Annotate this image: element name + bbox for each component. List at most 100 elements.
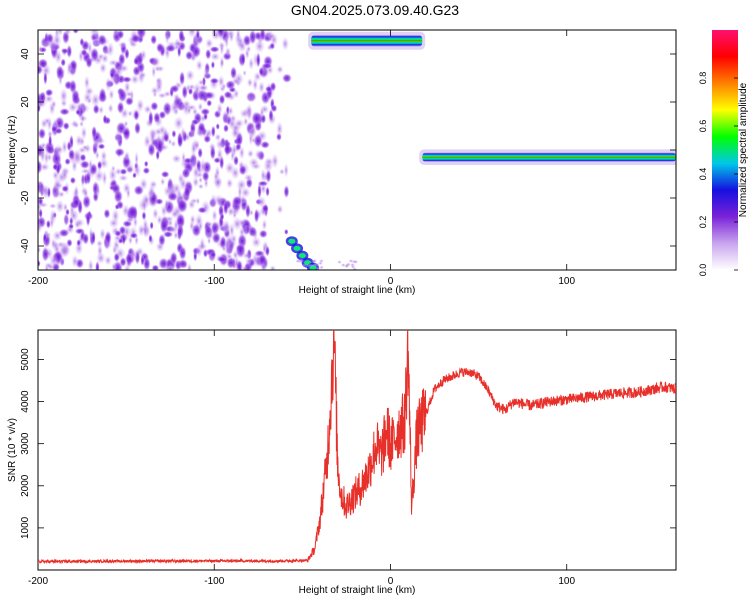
noise-blob: [276, 121, 284, 138]
noise-blob: [59, 87, 69, 104]
noise-blob: [209, 52, 221, 62]
noise-blob: [60, 167, 69, 182]
noise-blob: [223, 123, 229, 133]
noise-blob: [225, 252, 233, 260]
noise-blob: [260, 262, 267, 270]
noise-blob: [154, 127, 163, 137]
noise-blob: [211, 209, 218, 222]
noise-blob: [134, 234, 139, 247]
tone-band-high: [311, 34, 423, 47]
noise-blob: [117, 237, 124, 244]
noise-blob: [215, 123, 220, 130]
noise-blob: [104, 255, 112, 266]
noise-blob: [38, 45, 43, 53]
tone-low-core: [298, 253, 306, 259]
noise-blob: [200, 107, 211, 116]
noise-blob: [197, 206, 208, 214]
noise-blob: [64, 157, 71, 166]
noise-blob: [98, 87, 107, 103]
snr-panel: -200 -100 0 100 1000 2000 3000 4000 5000 Height …: [7, 329, 677, 596]
colorbar-ticks: 0.0 0.2 0.4 0.6 0.8: [698, 72, 738, 276]
noise-blob: [237, 218, 247, 227]
noise-blob: [52, 176, 63, 193]
noise-blob: [118, 174, 129, 182]
noise-blob: [226, 206, 235, 217]
noise-blob: [125, 217, 135, 224]
noise-blob: [124, 96, 134, 106]
noise-blob: [148, 234, 153, 243]
noise-blob: [206, 99, 213, 107]
noise-blob: [139, 177, 149, 191]
noise-blob: [74, 219, 81, 230]
noise-blob: [183, 185, 191, 199]
noise-blob: [219, 41, 225, 57]
colorbar-strip: [712, 30, 738, 270]
noise-blob: [102, 114, 108, 125]
noise-blob: [158, 110, 167, 120]
heatmap-x-tick-label: 100: [558, 276, 575, 287]
noise-blob: [61, 47, 69, 54]
noise-blob: [51, 99, 57, 109]
noise-blob: [83, 75, 90, 91]
edge-speck: [311, 259, 317, 264]
noise-blob: [66, 140, 72, 152]
noise-blob: [142, 167, 151, 175]
noise-blob: [54, 49, 63, 65]
noise-blob: [90, 92, 101, 108]
noise-blob: [224, 33, 230, 49]
noise-blob: [225, 79, 236, 90]
noise-blob: [123, 263, 131, 270]
noise-blob: [176, 223, 184, 239]
noise-blob: [197, 102, 204, 112]
noise-blob: [122, 76, 132, 83]
tone-low-core: [293, 245, 301, 251]
noise-blob: [191, 44, 202, 59]
noise-blob: [253, 133, 263, 148]
noise-blob: [51, 125, 58, 133]
noise-blob: [127, 204, 138, 219]
noise-blob: [43, 71, 48, 86]
noise-blob: [254, 39, 266, 54]
noise-blob: [55, 199, 65, 214]
noise-blob: [72, 198, 80, 208]
noise-blob: [209, 46, 220, 53]
noise-blob: [162, 132, 170, 143]
noise-blob: [62, 202, 69, 213]
noise-blob: [227, 116, 237, 131]
noise-blob: [93, 169, 105, 183]
noise-blob: [82, 232, 90, 245]
noise-blob: [181, 151, 186, 165]
noise-blob: [104, 76, 113, 92]
noise-blob: [276, 65, 284, 74]
noise-blob: [97, 160, 103, 170]
edge-speck: [344, 263, 350, 268]
noise-blob: [242, 251, 252, 260]
noise-blob: [276, 204, 284, 215]
noise-blob: [269, 42, 276, 50]
noise-blob: [48, 133, 53, 149]
snr-x-tick-label: -100: [204, 576, 224, 587]
noise-blob: [218, 93, 226, 105]
noise-blob: [216, 147, 223, 162]
edge-speck: [353, 259, 359, 264]
colorbar-tick-label: 0.6: [698, 120, 708, 133]
noise-blob: [241, 52, 246, 66]
noise-blob: [40, 184, 50, 196]
noise-blob: [206, 221, 213, 228]
noise-blob: [189, 214, 196, 226]
snr-y-tick-label: 3000: [20, 432, 31, 455]
snr-y-tick-label: 5000: [20, 348, 31, 371]
noise-blob: [220, 212, 225, 221]
noise-blob: [113, 30, 119, 37]
noise-blob: [99, 62, 107, 74]
noise-blob: [38, 220, 43, 234]
noise-blob: [66, 44, 73, 59]
noise-blob: [160, 170, 170, 178]
noise-blob: [203, 134, 212, 144]
noise-blob: [141, 211, 147, 221]
noise-blob: [142, 224, 148, 238]
noise-blob: [41, 40, 53, 48]
noise-blob: [64, 30, 72, 35]
noise-blob: [173, 40, 184, 47]
